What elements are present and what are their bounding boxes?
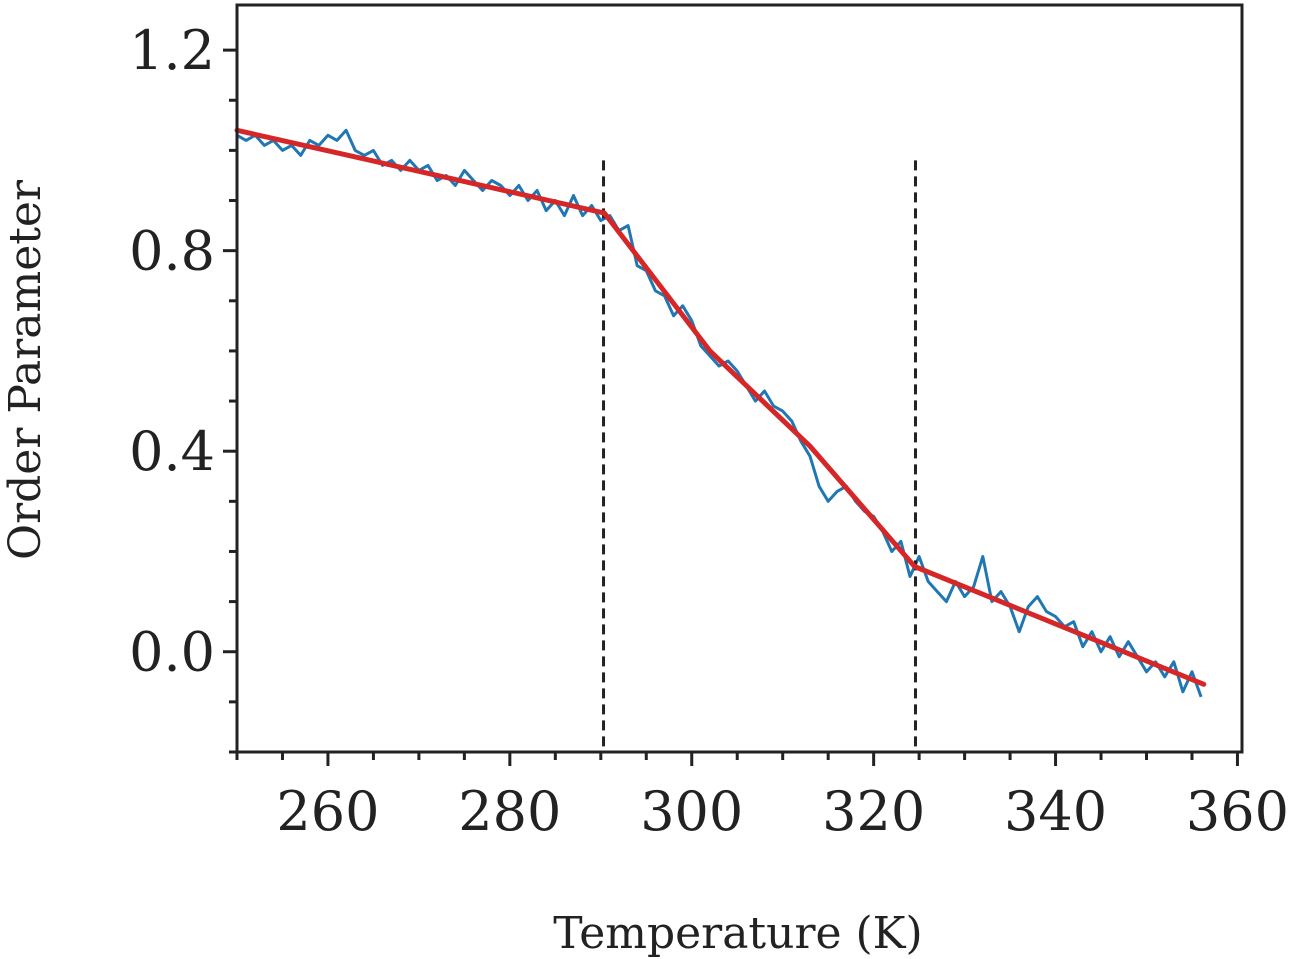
y-tick-label: 0.4 [129,420,215,483]
x-tick-label: 360 [1186,780,1289,843]
y-tick-label: 1.2 [129,19,215,82]
fit-line [234,127,1207,687]
y-axis-label: Order Parameter [0,179,51,560]
x-axis-label: Temperature (K) [553,908,922,959]
axis-ticks: 260 280 300 320 340 360 0.0 0.4 0.8 1.2 [129,19,1289,843]
x-tick-label: 320 [822,780,925,843]
y-tick-label: 0.8 [129,220,215,283]
plot-marks [234,127,1207,752]
x-tick-label: 300 [640,780,743,843]
x-tick-label: 260 [276,780,379,843]
data-series-line [236,128,1203,698]
x-tick-label: 280 [458,780,561,843]
plot-frame [235,3,1244,754]
y-tick-label: 0.0 [129,621,215,684]
x-tick-label: 340 [1004,780,1107,843]
